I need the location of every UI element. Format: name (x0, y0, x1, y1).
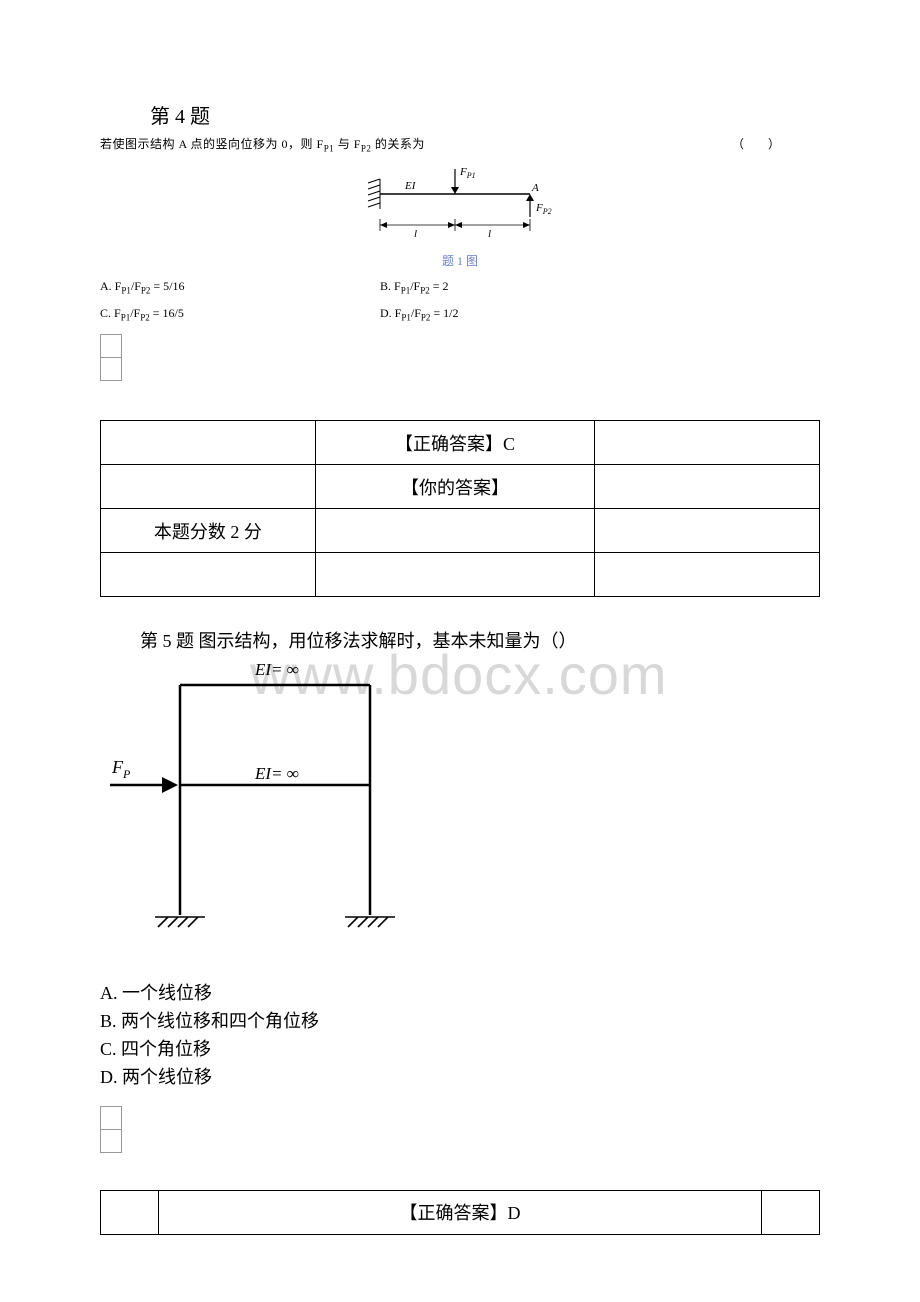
q4-stem-row: 若使图示结构 A 点的竖向位移为 0，则 FP1 与 FP2 的关系为 （ ） (100, 135, 820, 153)
table-cell (315, 553, 595, 597)
q4-option-b: B. FP1/FP2 = 2 (380, 279, 660, 295)
q5-option-d: D. 两个线位移 (100, 1064, 820, 1092)
q5-options: A. 一个线位移 B. 两个线位移和四个角位移 C. 四个角位移 D. 两个线位… (100, 980, 820, 1092)
q4-title: 第 4 题 (150, 100, 820, 129)
q5-option-a: A. 一个线位移 (100, 980, 820, 1008)
q5-option-b: B. 两个线位移和四个角位移 (100, 1008, 820, 1036)
q4-stem-mid: 与 F (334, 137, 361, 151)
svg-text:FP: FP (111, 757, 131, 781)
svg-text:EI= ∞: EI= ∞ (254, 660, 299, 679)
table-cell (101, 465, 316, 509)
score-cell: 本题分数 2 分 (101, 509, 316, 553)
table-cell (595, 553, 820, 597)
q4-figure: EI FP1 A FP2 l l (360, 161, 560, 246)
small-box (100, 357, 122, 381)
svg-text:FP1: FP1 (459, 166, 476, 180)
q4-stem-sub2: P2 (361, 143, 372, 153)
q4-option-a: A. FP1/FP2 = 5/16 (100, 279, 380, 295)
table-cell (315, 509, 595, 553)
svg-text:EI: EI (404, 180, 417, 192)
table-cell (595, 421, 820, 465)
correct-answer-cell: 【正确答案】C (315, 421, 595, 465)
table-cell (101, 553, 316, 597)
q4-option-d: D. FP1/FP2 = 1/2 (380, 306, 660, 322)
q4-stem: 若使图示结构 A 点的竖向位移为 0，则 FP1 与 FP2 的关系为 (100, 135, 425, 153)
q4-stem-sub1: P1 (324, 143, 335, 153)
svg-text:FP2: FP2 (535, 202, 552, 216)
table-cell (101, 1190, 159, 1234)
small-box (100, 334, 122, 358)
table-cell (595, 465, 820, 509)
your-answer-cell: 【你的答案】 (315, 465, 595, 509)
q4-figure-caption: 题 1 图 (100, 252, 820, 269)
small-box (100, 1129, 122, 1153)
q4-option-c: C. FP1/FP2 = 16/5 (100, 306, 380, 322)
q4-stem-tail: 的关系为 (371, 137, 425, 151)
q4-small-boxes (100, 334, 820, 381)
q5-stem: 第 5 题 图示结构，用位移法求解时，基本未知量为（） (140, 627, 820, 653)
table-cell (761, 1190, 819, 1234)
q4-answer-table: 【正确答案】C 【你的答案】 本题分数 2 分 (100, 420, 820, 597)
q5-option-c: C. 四个角位移 (100, 1036, 820, 1064)
q4-paren: （ ） (732, 135, 780, 153)
q5-figure: EI= ∞ EI= ∞ FP (100, 655, 820, 960)
q5-small-boxes (100, 1106, 820, 1153)
small-box (100, 1106, 122, 1130)
q4-stem-text: 若使图示结构 A 点的竖向位移为 0，则 F (100, 137, 324, 151)
svg-text:A: A (531, 182, 539, 194)
q5-answer-table: 【正确答案】D (100, 1190, 820, 1235)
svg-text:l: l (414, 228, 417, 240)
svg-text:EI= ∞: EI= ∞ (254, 764, 299, 783)
q4-options: A. FP1/FP2 = 5/16 B. FP1/FP2 = 2 C. FP1/… (100, 279, 820, 322)
correct-answer-cell: 【正确答案】D (159, 1190, 761, 1234)
svg-text:l: l (488, 228, 491, 240)
table-cell (595, 509, 820, 553)
table-cell (101, 421, 316, 465)
